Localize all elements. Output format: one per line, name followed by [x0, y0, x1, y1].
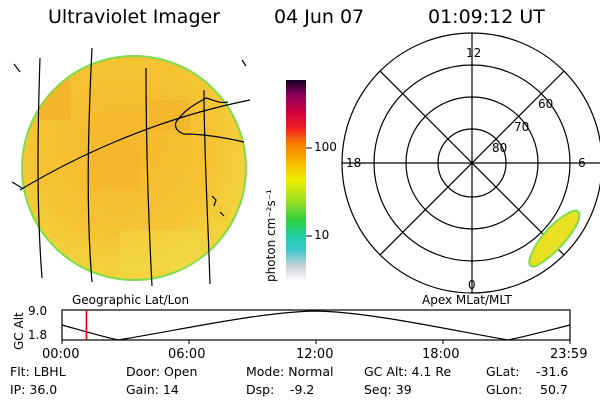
info-flt: Flt: LBHL	[10, 364, 66, 379]
info-gc-alt: GC Alt: 4.1 Re	[364, 364, 452, 379]
instrument-title: Ultraviolet Imager	[48, 6, 221, 28]
orbit-plot	[61, 309, 571, 344]
polar-grid	[341, 32, 600, 294]
latlon-grid	[11, 47, 251, 287]
mlat-label-60: 60	[538, 97, 554, 111]
orbit-ytick-low: 1.8	[28, 328, 48, 342]
colorbar	[286, 80, 306, 280]
mlt-label-6: 6	[578, 156, 586, 170]
info-glat-label: GLat:	[486, 364, 520, 379]
colorbar-tick-10: 10	[314, 228, 330, 242]
orbit-axis-label: GC Alt	[12, 312, 26, 350]
date-label: 04 Jun 07	[274, 6, 365, 28]
colorbar-ticks	[306, 147, 312, 237]
info-dsp-value: -9.2	[290, 382, 315, 397]
orbit-xtick-3: 18:00	[422, 347, 460, 362]
geographic-disk	[21, 55, 247, 281]
orbit-xtick-2: 12:00	[296, 347, 334, 362]
orbit-ytick-high: 9.0	[28, 304, 48, 318]
info-gain: Gain: 14	[126, 382, 179, 397]
info-glat-value: -31.6	[536, 364, 569, 379]
orbit-xtick-0: 00:00	[42, 347, 80, 362]
info-seq: Seq: 39	[364, 382, 412, 397]
mlat-label-70: 70	[514, 120, 530, 134]
info-mode: Mode: Normal	[246, 364, 334, 379]
info-glon-value: 50.7	[540, 382, 568, 397]
info-ip: IP: 36.0	[10, 382, 58, 397]
auroral-oval	[528, 209, 581, 268]
orbit-xtick-4: 23:59	[550, 347, 588, 362]
right-panel-label: Apex MLat/MLT	[422, 293, 512, 307]
mlt-label-0: 0	[468, 278, 476, 292]
mlt-label-12: 12	[466, 46, 482, 60]
colorbar-unit: photon cm⁻²s⁻¹	[264, 189, 278, 282]
left-panel-label: Geographic Lat/Lon	[72, 293, 190, 307]
mlat-label-80: 80	[492, 141, 508, 155]
colorbar-tick-100: 100	[314, 140, 337, 154]
info-dsp-label: Dsp:	[246, 382, 275, 397]
mlt-label-18: 18	[346, 156, 362, 170]
info-door: Door: Open	[126, 364, 198, 379]
time-label: 01:09:12 UT	[428, 6, 545, 28]
info-glon-label: GLon:	[486, 382, 523, 397]
orbit-xtick-1: 06:00	[168, 347, 206, 362]
